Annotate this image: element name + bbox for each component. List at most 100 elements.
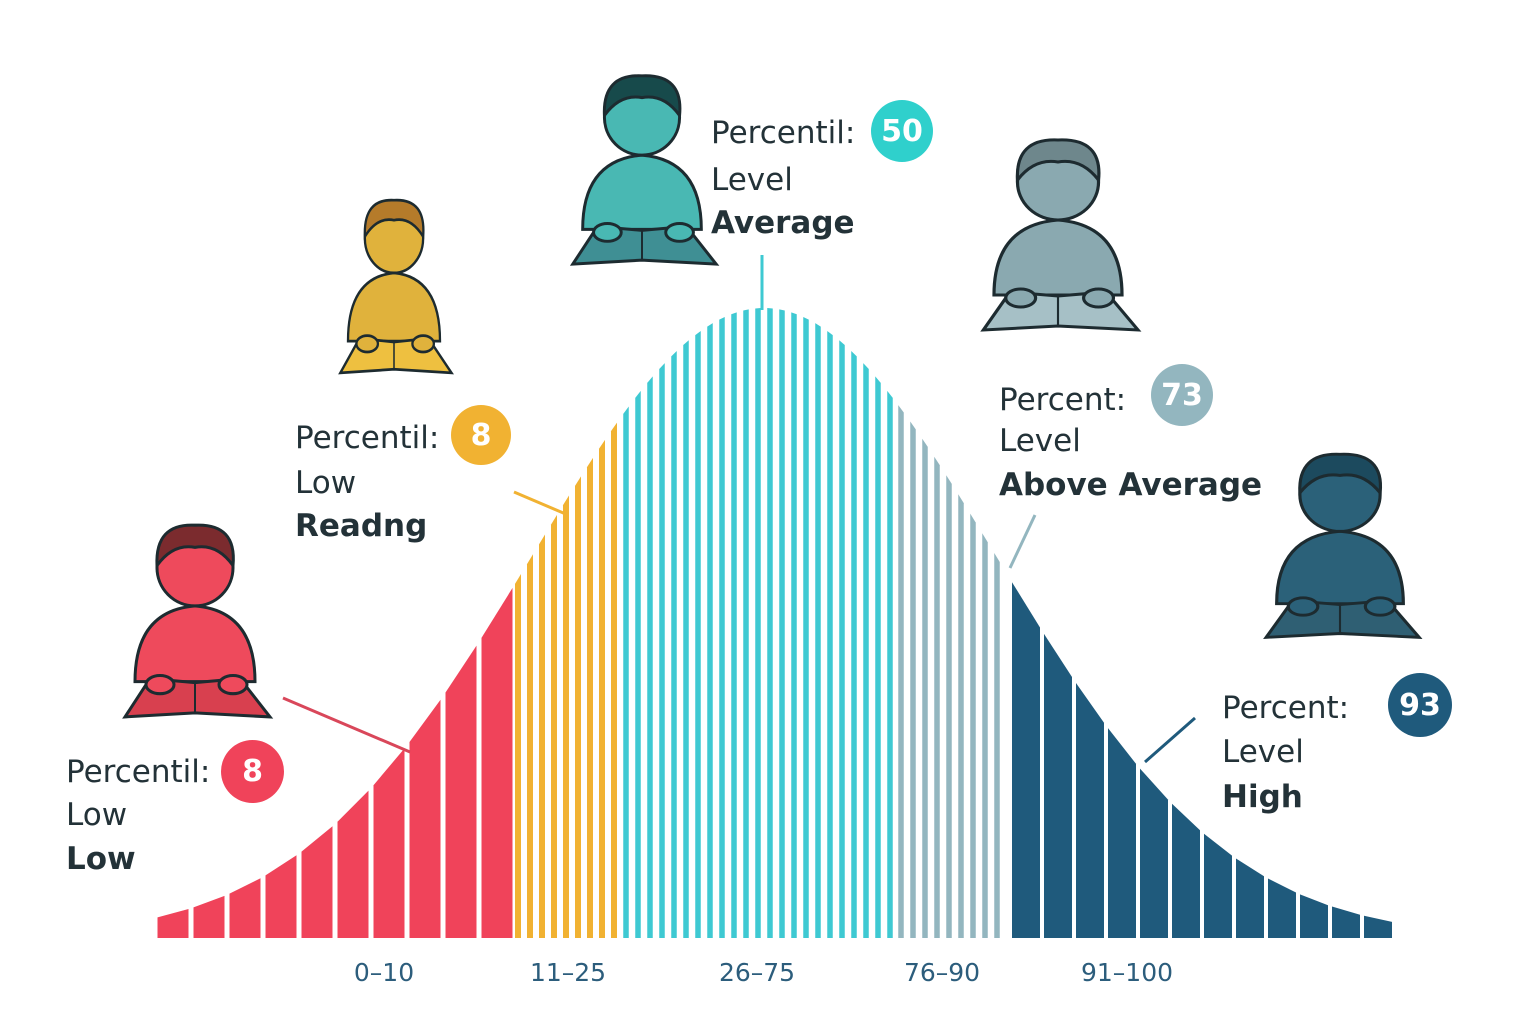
annotation-line2: Low xyxy=(295,465,357,501)
bar-91–100 xyxy=(1268,878,1296,938)
bar-76–90 xyxy=(910,421,916,939)
annotation-label: Percentil: xyxy=(66,754,211,790)
annotation-level: High xyxy=(1222,779,1303,815)
hair xyxy=(363,198,425,241)
bar-26–75 xyxy=(683,340,689,938)
leader-line xyxy=(1008,514,1037,569)
bar-11–25 xyxy=(551,514,557,938)
bar-26–75 xyxy=(779,309,785,938)
hand xyxy=(411,334,436,354)
bar-26–75 xyxy=(719,316,725,938)
reading-child-icon xyxy=(569,74,720,266)
annotation-line2: Level xyxy=(1222,734,1304,770)
bar-91–100 xyxy=(1204,833,1232,938)
bar-76–90 xyxy=(922,438,928,938)
bar-26–75 xyxy=(827,330,833,938)
bar-11–25 xyxy=(599,439,605,938)
bar-0–10 xyxy=(409,699,441,938)
annotation-line2: Low xyxy=(66,797,128,833)
bar-26–75 xyxy=(887,390,893,939)
reading-child-icon xyxy=(980,138,1142,332)
x-tick-label: 0–10 xyxy=(353,958,415,987)
bar-0–10 xyxy=(229,878,261,938)
bar-91–100 xyxy=(1140,768,1168,938)
reading-child-icon xyxy=(1263,452,1423,639)
bar-26–75 xyxy=(635,390,641,939)
hair xyxy=(155,523,235,570)
bar-26–75 xyxy=(647,376,653,938)
x-tick-label: 91–100 xyxy=(1080,958,1174,987)
percentile-badge: 8 xyxy=(451,405,511,465)
bar-91–100 xyxy=(1300,894,1328,938)
bar-26–75 xyxy=(839,340,845,938)
bar-0–10 xyxy=(445,645,477,938)
hand xyxy=(1082,287,1116,309)
bar-0–10 xyxy=(157,908,189,938)
annotation-line2: Level xyxy=(999,423,1081,459)
bar-11–25 xyxy=(527,554,533,938)
bar-91–100 xyxy=(1108,728,1136,938)
leader-line xyxy=(1144,716,1196,764)
bar-76–90 xyxy=(970,513,976,938)
hair xyxy=(1298,452,1383,497)
bar-26–75 xyxy=(815,323,821,939)
bar-0–10 xyxy=(193,895,225,938)
hair xyxy=(602,74,682,120)
bar-26–75 xyxy=(743,309,749,938)
bar-91–100 xyxy=(1236,858,1264,938)
bar-91–100 xyxy=(1172,803,1200,938)
bar-26–75 xyxy=(851,351,857,938)
annotation-level: Above Average xyxy=(999,467,1263,503)
bar-91–100 xyxy=(1332,906,1360,938)
bar-11–25 xyxy=(539,534,545,938)
bar-26–75 xyxy=(767,308,773,939)
annotation-label: Percentil: xyxy=(295,420,440,456)
bar-26–75 xyxy=(803,316,809,938)
bar-76–90 xyxy=(958,494,964,938)
bar-26–75 xyxy=(623,406,629,939)
x-tick-label: 76–90 xyxy=(903,958,981,987)
bar-26–75 xyxy=(671,351,677,938)
bar-11–25 xyxy=(587,457,593,938)
hand xyxy=(355,334,380,354)
reading-girl-icon xyxy=(122,523,274,719)
hand xyxy=(217,674,249,696)
bar-76–90 xyxy=(934,456,940,938)
bar-11–25 xyxy=(515,573,521,938)
bar-0–10 xyxy=(373,748,405,938)
bar-91–100 xyxy=(1076,682,1104,938)
hand xyxy=(144,674,176,696)
percentile-badge: 93 xyxy=(1388,673,1452,737)
hair xyxy=(1015,138,1101,185)
bar-76–90 xyxy=(946,475,952,938)
bar-26–75 xyxy=(659,363,665,939)
annotation-label: Percent: xyxy=(1222,690,1350,726)
hand xyxy=(664,221,695,243)
body xyxy=(581,153,703,231)
bar-26–75 xyxy=(731,312,737,938)
percentile-badge: 50 xyxy=(871,100,933,162)
bar-26–75 xyxy=(755,308,761,939)
bar-91–100 xyxy=(1012,582,1040,938)
x-tick-label: 11–25 xyxy=(529,958,607,987)
reading-child-icon xyxy=(338,198,454,375)
bar-0–10 xyxy=(337,790,369,938)
bar-11–25 xyxy=(611,422,617,938)
bar-76–90 xyxy=(994,553,1000,938)
hand xyxy=(1004,287,1038,309)
bar-11–25 xyxy=(563,495,569,938)
bar-0–10 xyxy=(481,587,513,938)
annotation-level: Readng xyxy=(295,508,428,544)
hand xyxy=(592,221,623,243)
leader-line xyxy=(513,490,569,517)
bar-26–75 xyxy=(863,363,869,939)
bar-91–100 xyxy=(1044,633,1072,938)
body xyxy=(346,271,442,343)
hand xyxy=(1363,596,1397,617)
hand xyxy=(1286,596,1320,617)
body xyxy=(992,218,1124,297)
body xyxy=(1275,529,1405,606)
bar-76–90 xyxy=(898,405,904,939)
bar-0–10 xyxy=(265,855,297,938)
